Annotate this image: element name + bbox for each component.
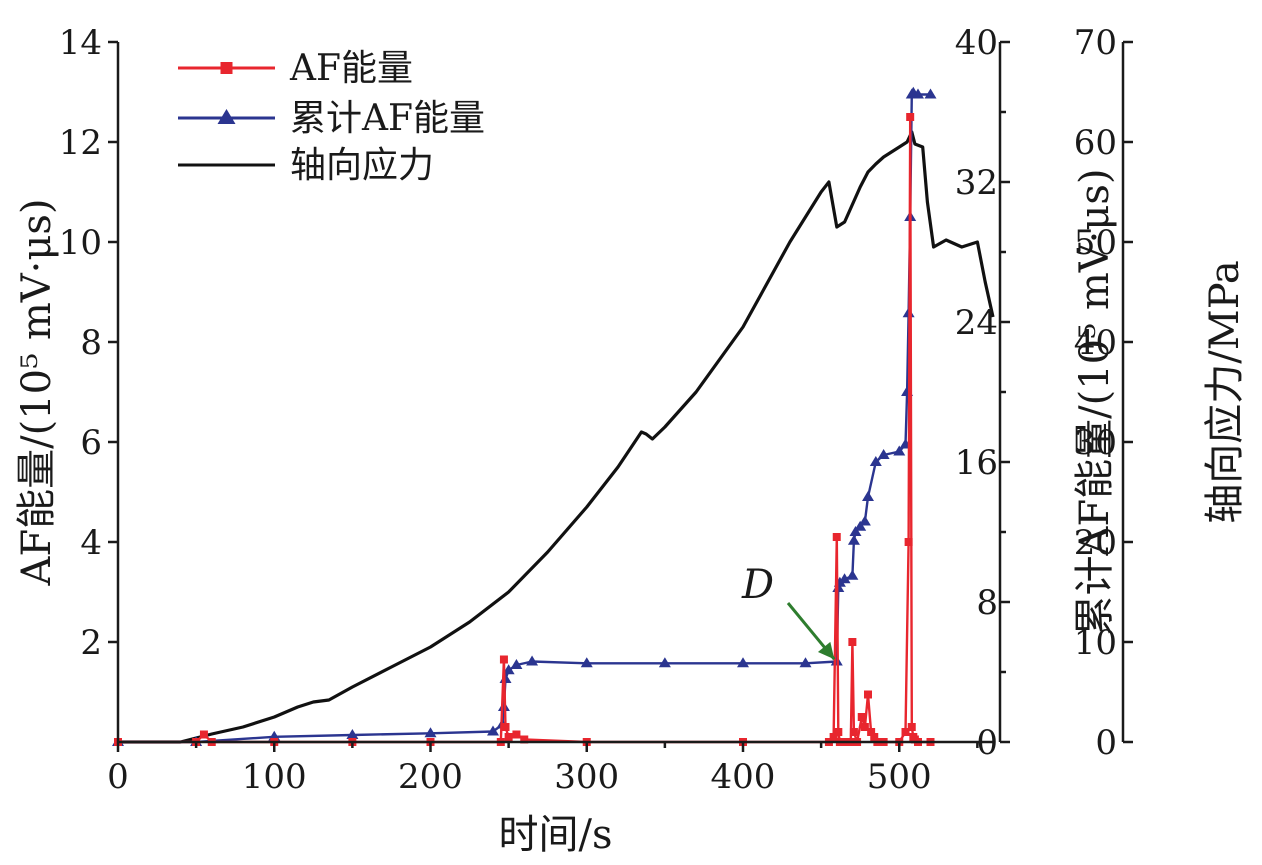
data-point [867,728,876,736]
legend-label: AF能量 [289,48,413,89]
legend-entry-1: 累计AF能量 [178,98,485,139]
data-point [862,491,874,501]
data-point [504,733,513,741]
annotation-label: D [741,562,774,608]
x-tick-label: 100 [242,757,307,797]
data-point [849,526,862,536]
data-point [834,728,843,736]
right2-tick-label: 60 [1074,123,1117,163]
right2-tick-label: 70 [1074,23,1117,63]
data-point [906,113,915,121]
series-markers-1 [112,86,937,746]
right2-tick-label: 40 [1074,323,1117,363]
data-point [502,664,515,675]
series-line-1 [118,91,931,744]
x-axis-title: 时间/s [498,812,612,858]
right1-axis-title: 累计AF能量/(10⁵ mV·μs) [1072,168,1118,635]
data-point [499,655,508,664]
legend-entry-2: 轴向应力 [178,145,434,186]
data-point [901,728,910,736]
series-line-2 [118,130,995,744]
data-point [860,723,869,731]
x-tick-label: 0 [107,757,129,797]
data-point [799,657,812,668]
data-point [849,728,858,736]
x-tick-label: 300 [554,757,619,797]
plot-lines [112,86,995,746]
data-point [526,655,539,666]
data-point [848,638,857,646]
x-tick-label: 400 [711,757,776,797]
right1-tick-label: 16 [955,443,998,483]
data-point [846,569,859,580]
data-point [838,573,851,584]
data-point [737,657,749,668]
data-point [199,730,208,739]
x-tick-label: 500 [867,757,932,797]
data-point [580,657,593,668]
data-point [829,733,838,741]
legend-label: 轴向应力 [290,145,434,186]
right2-axis-title: 轴向应力/MPa [1202,260,1248,523]
data-point [858,515,871,526]
data-point [893,445,906,456]
data-point [877,449,890,459]
data-point [512,730,521,739]
data-point [870,733,879,741]
x-tick-label: 200 [398,757,463,797]
left-tick-label: 4 [80,523,102,563]
left-tick-label: 12 [59,123,102,163]
right2-tick-label: 20 [1074,523,1117,563]
right1-tick-label: 8 [976,583,998,623]
annotation-arrow-head [817,641,835,660]
data-point [501,723,510,731]
annotation-d: D [741,562,836,661]
right1-tick-label: 0 [976,723,998,763]
data-point [854,520,867,531]
left-tick-label: 2 [80,623,102,663]
right1-tick-label: 24 [955,303,998,343]
data-point [904,538,913,546]
data-point [924,88,937,99]
data-point [346,729,359,739]
data-point [847,534,860,545]
data-point [832,533,841,541]
data-point [857,713,866,721]
data-point [487,725,499,736]
data-point [658,657,671,668]
data-point [520,735,529,744]
legend-marker [217,109,236,124]
right1-tick-label: 32 [955,163,998,203]
data-point [424,727,437,738]
data-point [510,659,523,669]
left-tick-label: 10 [59,223,102,263]
legend-entry-0: AF能量 [178,48,413,89]
legend-marker [220,62,233,74]
right2-tick-label: 10 [1074,623,1117,663]
data-point [907,723,916,731]
right2-tick-label: 50 [1074,223,1117,263]
data-point [912,88,924,99]
legend-label: 累计AF能量 [290,98,485,139]
data-point [869,456,882,466]
data-point [864,690,872,699]
right2-tick-label: 30 [1074,423,1117,463]
right1-tick-label: 40 [955,23,998,63]
left-tick-label: 6 [80,423,102,463]
axes: 0 100 200 300 400 500246810121408162432400102… [14,23,1248,858]
left-axis-title: AF能量/(10⁵ mV·μs) [14,198,60,586]
right2-tick-label: 0 [1095,723,1117,763]
left-tick-label: 14 [59,23,102,63]
left-tick-label: 8 [80,323,102,363]
